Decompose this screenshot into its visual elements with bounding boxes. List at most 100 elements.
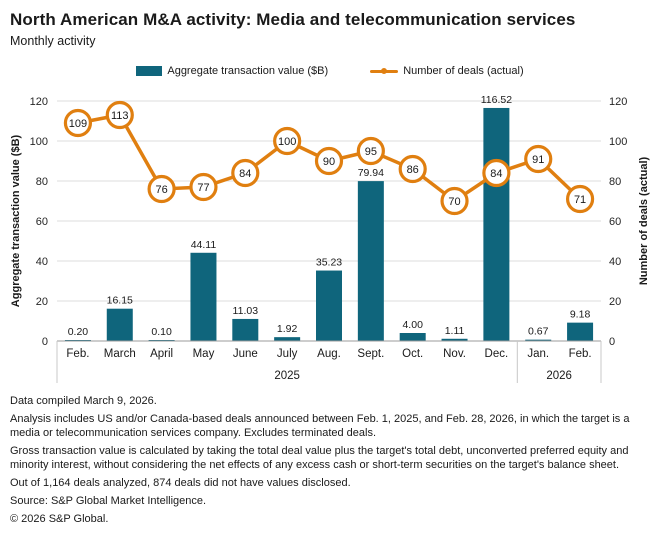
deals-marker-value: 90 [323, 156, 335, 168]
deals-marker [440, 187, 469, 216]
donut-marker-icon [381, 68, 388, 75]
right-axis-tick-label: 0 [609, 336, 615, 348]
left-axis-tick-label: 20 [36, 296, 48, 308]
deals-marker [105, 101, 134, 130]
bar-Oct. [399, 333, 426, 342]
deals-marker [524, 145, 553, 174]
bar-July [274, 337, 301, 342]
deals-marker [482, 159, 511, 188]
bar-value-label: 1.92 [277, 324, 298, 336]
legend-label: Aggregate transaction value ($B) [167, 65, 329, 78]
right-axis-tick-label: 100 [609, 136, 627, 148]
bar-Feb. [567, 323, 594, 342]
month-label: Feb. [66, 348, 89, 360]
footnote-data-compiled: Data compiled March 9, 2026. [10, 395, 157, 408]
bar-value-label: 116.52 [481, 94, 512, 106]
page-subtitle: Monthly activity [10, 34, 96, 49]
deals-marker-value: 70 [448, 196, 460, 208]
deals-marker-value: 84 [239, 168, 251, 180]
deals-marker [356, 137, 385, 166]
deals-marker [63, 109, 93, 138]
bar-value-label: 79.94 [358, 168, 384, 180]
deals-marker-value: 109 [69, 118, 87, 130]
deals-marker [565, 185, 595, 214]
deals-marker-value: 71 [574, 194, 586, 206]
month-label: Sept. [357, 348, 384, 360]
bar-March [106, 309, 133, 342]
month-label: July [277, 348, 298, 360]
right-axis-tick-label: 120 [609, 96, 627, 108]
bar-Aug. [316, 270, 342, 342]
month-label: March [104, 348, 136, 360]
bar-value-label: 9.18 [570, 309, 591, 321]
bar-Nov. [441, 339, 468, 342]
page-title: North American M&A activity: Media and t… [10, 10, 576, 29]
bar-value-label: 0.67 [528, 326, 549, 338]
year-label: 2025 [274, 370, 300, 382]
year-label: 2026 [546, 370, 572, 382]
footnote-gross-value-definition: Gross transaction value is calculated by… [10, 445, 629, 472]
right-axis-tick-label: 80 [609, 176, 621, 188]
footnote-deals-disclosed: Out of 1,164 deals analyzed, 874 deals d… [10, 477, 351, 490]
legend-item-number-of-deals: Number of deals (actual) [370, 65, 524, 78]
right-axis-tick-label: 20 [609, 296, 621, 308]
bar-June [232, 319, 259, 342]
bar-Sept. [357, 181, 384, 342]
month-label: June [233, 348, 258, 360]
deals-marker [398, 155, 427, 184]
left-axis-tick-label: 80 [36, 176, 48, 188]
bar-Dec. [483, 108, 510, 342]
month-label: Jan. [527, 348, 549, 360]
deals-marker-value: 86 [407, 164, 419, 176]
month-label: April [150, 348, 173, 360]
left-axis-tick-label: 100 [30, 136, 48, 148]
chart-legend: Aggregate transaction value ($B) Number … [10, 65, 650, 77]
month-label: Nov. [443, 348, 466, 360]
left-axis-title: Aggregate transaction value ($B) [10, 135, 22, 308]
bar-May [190, 253, 217, 342]
legend-item-transaction-value: Aggregate transaction value ($B) [136, 65, 328, 77]
footnote-copyright: © 2026 S&P Global. [10, 513, 109, 526]
left-axis-tick-label: 120 [30, 96, 48, 108]
right-axis-title: Number of deals (actual) [638, 157, 650, 286]
month-label: Feb. [569, 348, 592, 360]
deals-marker [231, 159, 260, 188]
deals-marker-value: 113 [111, 110, 129, 122]
left-axis-tick-label: 60 [36, 216, 48, 228]
bar-value-label: 4.00 [402, 319, 423, 331]
left-axis-tick-label: 40 [36, 256, 48, 268]
footnotes: Data compiled March 9, 2026. Analysis in… [10, 395, 658, 527]
bar-Jan. [525, 340, 552, 342]
bar-swatch-icon [136, 66, 163, 77]
deals-marker-value: 95 [365, 146, 377, 158]
legend-label: Number of deals (actual) [403, 65, 524, 78]
chart-area: 0 0 20 20 40 40 60 60 80 80 100 100 120 120 0.20 16.15 0… [0, 87, 660, 387]
month-label: Oct. [402, 348, 423, 360]
combo-chart-svg: 0 0 20 20 40 40 60 60 80 80 100 100 120 120 0.20 16.15 0… [30, 94, 627, 384]
bar-value-label: 11.03 [233, 305, 259, 317]
right-axis-tick-label: 60 [609, 216, 621, 228]
deals-marker [273, 127, 302, 156]
bar-value-label: 0.10 [151, 326, 172, 338]
deals-marker [189, 173, 218, 202]
month-label: Dec. [485, 348, 509, 360]
deals-marker-value: 76 [155, 184, 167, 196]
line-marker-icon [370, 68, 399, 75]
footnote-analysis-scope: Analysis includes US and/or Canada-based… [10, 413, 630, 440]
bar-value-label: 0.20 [68, 326, 89, 338]
deals-marker [147, 175, 176, 204]
deals-marker-value: 100 [278, 136, 296, 148]
bar-value-label: 16.15 [107, 295, 133, 307]
deals-marker-value: 84 [490, 168, 502, 180]
bar-value-label: 35.23 [316, 257, 342, 269]
right-axis-tick-label: 40 [609, 256, 621, 268]
month-label: May [193, 348, 215, 360]
deals-marker-value: 91 [532, 154, 544, 166]
bar-value-label: 1.11 [445, 325, 465, 337]
left-axis-tick-label: 0 [42, 336, 48, 348]
bar-value-label: 44.11 [191, 239, 217, 251]
deals-marker-value: 77 [197, 182, 209, 194]
month-label: Aug. [317, 348, 341, 360]
deals-marker [314, 147, 344, 176]
